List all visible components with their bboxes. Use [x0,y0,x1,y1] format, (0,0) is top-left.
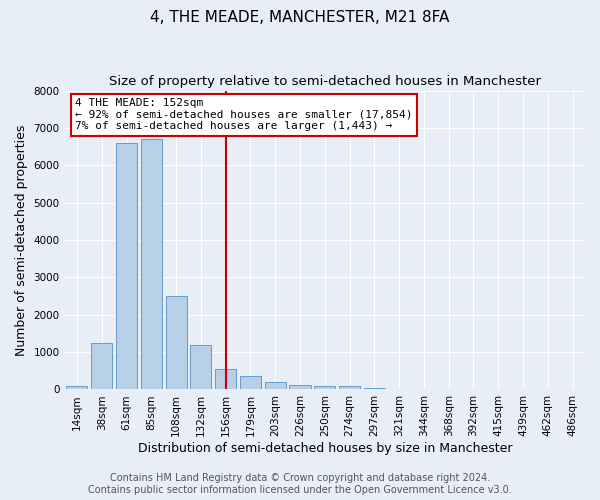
Text: Contains HM Land Registry data © Crown copyright and database right 2024.
Contai: Contains HM Land Registry data © Crown c… [88,474,512,495]
Bar [141,139,162,390]
Bar [166,296,187,390]
Title: Size of property relative to semi-detached houses in Manchester: Size of property relative to semi-detach… [109,75,541,88]
Text: 4, THE MEADE, MANCHESTER, M21 8FA: 4, THE MEADE, MANCHESTER, M21 8FA [151,10,449,25]
Bar [364,388,385,390]
Bar [240,376,261,390]
Bar [91,343,112,390]
Bar [314,386,335,390]
Bar [116,143,137,390]
Bar [339,386,360,390]
X-axis label: Distribution of semi-detached houses by size in Manchester: Distribution of semi-detached houses by … [137,442,512,455]
Bar [190,344,211,390]
Bar [289,384,311,390]
Bar [265,382,286,390]
Y-axis label: Number of semi-detached properties: Number of semi-detached properties [15,124,28,356]
Bar [67,386,88,390]
Bar [215,369,236,390]
Text: 4 THE MEADE: 152sqm
← 92% of semi-detached houses are smaller (17,854)
7% of sem: 4 THE MEADE: 152sqm ← 92% of semi-detach… [75,98,412,131]
